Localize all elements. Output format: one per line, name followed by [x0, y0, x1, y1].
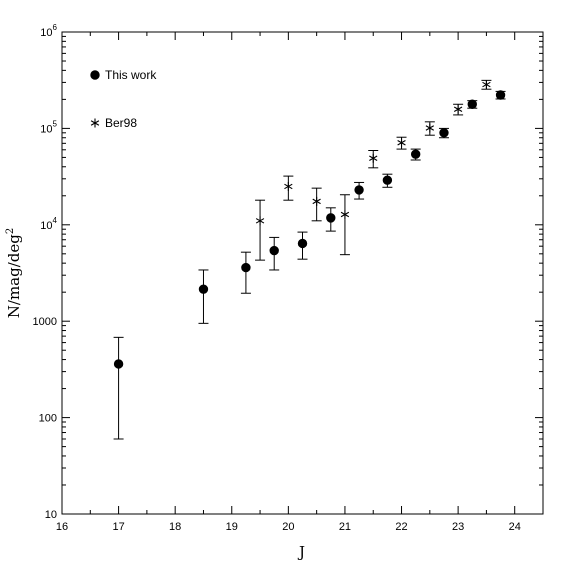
legend-entry: This work: [90, 68, 157, 82]
error-bar: [339, 194, 350, 256]
data-point: [297, 238, 308, 249]
data-point: [241, 262, 251, 273]
y-tick-label: 106: [40, 23, 57, 39]
x-tick-label: 19: [226, 521, 238, 533]
data-point: [439, 128, 449, 138]
asterisk-stroke: [340, 211, 350, 218]
x-tick-label: 22: [395, 521, 407, 533]
x-tick-label: 24: [509, 521, 521, 533]
asterisk-stroke: [482, 81, 491, 88]
x-tick-label: 21: [339, 521, 351, 533]
x-tick-label: 18: [169, 521, 181, 533]
data-point: [312, 196, 321, 206]
x-tick-label: 20: [282, 521, 294, 533]
data-point: [198, 284, 209, 294]
data-point: [482, 80, 491, 90]
data-point: [269, 245, 279, 256]
data-point: [326, 213, 336, 223]
data-point: [113, 359, 124, 369]
x-axis-title: J: [297, 543, 305, 561]
data-point: [369, 153, 378, 163]
data-point: [382, 175, 393, 185]
axis-ticks: [61, 31, 544, 515]
y-axis-title-text: N/mag/deg: [5, 234, 23, 318]
data-point: [467, 99, 477, 109]
y-tick-label-base: 10: [40, 27, 52, 39]
x-tick-label: 23: [452, 521, 464, 533]
error-bar: [198, 269, 209, 324]
y-tick-label: 1000: [33, 316, 57, 328]
y-axis-title-exponent: 2: [5, 228, 16, 234]
asterisk-stroke: [397, 140, 406, 146]
y-tick-label-exponent: 4: [53, 216, 58, 225]
data-point: [425, 123, 434, 133]
series-ber98: [255, 79, 492, 261]
error-bar: [113, 336, 124, 440]
data-point: [397, 138, 406, 148]
asterisk-stroke: [284, 183, 293, 190]
y-tick-label-base: 10: [40, 123, 52, 135]
x-tick-label: 16: [56, 521, 68, 533]
data-point: [284, 181, 293, 191]
y-tick-label: 104: [40, 216, 57, 232]
data-point: [495, 90, 506, 100]
series-this-work: [113, 90, 506, 440]
data-point: [410, 149, 421, 159]
y-tick-label-exponent: 6: [53, 23, 58, 32]
plot-frame: [61, 31, 544, 515]
y-axis-title: N/mag/deg2: [5, 228, 23, 318]
y-tick-label: 10: [45, 509, 57, 521]
y-tick-label-base: 10: [40, 220, 52, 232]
asterisk-stroke: [453, 106, 463, 112]
legend-label: Ber98: [105, 116, 137, 130]
y-tick-label-exponent: 5: [53, 119, 58, 128]
asterisk-stroke: [255, 218, 265, 224]
asterisk-stroke: [369, 155, 378, 161]
legend-entry: Ber98: [90, 116, 137, 130]
legend: This work Ber98: [90, 68, 157, 130]
legend-label: This work: [105, 68, 157, 82]
y-tick-label: 100: [39, 413, 57, 425]
data-point: [340, 209, 350, 219]
asterisk-stroke: [425, 125, 434, 131]
x-tick-label: 17: [112, 521, 124, 533]
data-marks: [113, 79, 506, 440]
data-point: [255, 216, 265, 226]
asterisk-stroke: [90, 120, 100, 126]
legend-marker: [90, 118, 100, 128]
asterisk-stroke: [312, 198, 321, 205]
data-point: [354, 185, 364, 195]
legend-marker: [90, 70, 100, 80]
data-point: [453, 104, 463, 114]
error-bar: [240, 251, 251, 294]
y-tick-label: 105: [40, 119, 57, 135]
error-bar: [255, 199, 266, 261]
